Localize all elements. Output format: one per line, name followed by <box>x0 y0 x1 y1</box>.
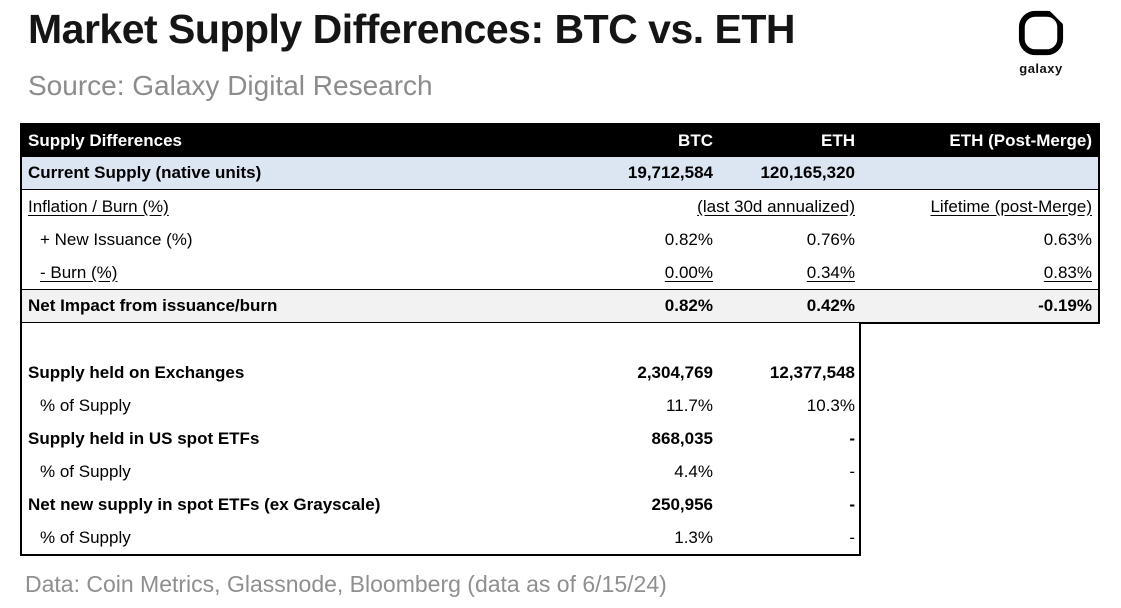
galaxy-logo-icon <box>1018 8 1066 56</box>
row-exchanges-pct-supply: % of Supply 11.7% 10.3% <box>22 389 859 422</box>
btc-value: 2,304,769 <box>637 362 713 382</box>
row-label: Net Impact from issuance/burn <box>28 296 278 315</box>
btc-value: 11.7% <box>666 395 713 415</box>
galaxy-logo: galaxy <box>1009 8 1073 76</box>
btc-value: 0.00% <box>492 263 717 283</box>
row-net-new-supply-etfs: Net new supply in spot ETFs (ex Grayscal… <box>22 488 859 521</box>
row-net-impact: Net Impact from issuance/burn 0.82% 0.42… <box>22 289 1098 322</box>
btc-value: 0.82% <box>664 296 713 315</box>
source-subtitle: Source: Galaxy Digital Research <box>28 70 433 101</box>
eth-value: - <box>849 428 855 448</box>
lifetime-note: Lifetime (post-Merge) <box>859 197 1098 217</box>
eth-value: 0.76% <box>806 229 855 249</box>
supply-table-upper: Supply Differences BTC ETH ETH (Post-Mer… <box>20 123 1100 324</box>
column-header-supply-differences: Supply Differences <box>28 131 182 150</box>
table-header-row: Supply Differences BTC ETH ETH (Post-Mer… <box>22 125 1098 157</box>
eth-value-text: 0.34% <box>806 262 855 282</box>
row-etf-pct-supply: % of Supply 4.4% - <box>22 455 859 488</box>
supply-table-lower: Supply held on Exchanges 2,304,769 12,37… <box>20 323 861 556</box>
post-merge-value: 0.63% <box>1043 229 1092 249</box>
column-header-btc: BTC <box>678 131 713 150</box>
annualized-note-text: (last 30d annualized) <box>697 196 855 216</box>
row-label: + New Issuance (%) <box>40 229 193 249</box>
btc-value: 4.4% <box>674 461 713 481</box>
row-inflation-burn: Inflation / Burn (%) (last 30d annualize… <box>22 190 1098 223</box>
data-source-note: Data: Coin Metrics, Glassnode, Bloomberg… <box>25 571 667 597</box>
btc-value: 250,956 <box>651 494 713 514</box>
column-header-eth-post-merge: ETH (Post-Merge) <box>949 131 1092 150</box>
row-label: % of Supply <box>40 395 131 415</box>
row-current-supply: Current Supply (native units) 19,712,584… <box>22 157 1098 190</box>
eth-value: - <box>849 461 855 481</box>
row-label: Supply held on Exchanges <box>28 362 245 382</box>
row-label-text: - Burn (%) <box>40 262 118 282</box>
row-label: % of Supply <box>40 527 131 547</box>
eth-value: - <box>849 527 855 547</box>
btc-value: 868,035 <box>651 428 713 448</box>
post-merge-value-text: 0.83% <box>1043 262 1092 282</box>
post-merge-value: 0.83% <box>859 263 1098 283</box>
btc-value: 0.82% <box>664 229 713 249</box>
row-label: - Burn (%) <box>22 263 492 283</box>
row-net-new-etf-pct-supply: % of Supply 1.3% - <box>22 521 859 554</box>
eth-value: 12,377,548 <box>769 362 855 382</box>
row-label: Inflation / Burn (%) <box>22 197 492 217</box>
eth-value: - <box>849 494 855 514</box>
eth-value: 0.34% <box>717 263 859 283</box>
row-label-text: Inflation / Burn (%) <box>28 196 169 216</box>
lifetime-note-text: Lifetime (post-Merge) <box>930 196 1092 216</box>
eth-value: 10.3% <box>806 395 855 415</box>
btc-value: 19,712,584 <box>627 163 713 182</box>
row-label: Current Supply (native units) <box>28 163 262 182</box>
annualized-note: (last 30d annualized) <box>492 197 859 217</box>
row-label: Net new supply in spot ETFs (ex Grayscal… <box>28 494 381 514</box>
post-merge-value: -0.19% <box>1038 296 1092 315</box>
row-label: Supply held in US spot ETFs <box>28 428 260 448</box>
row-label: % of Supply <box>40 461 131 481</box>
page-title: Market Supply Differences: BTC vs. ETH <box>28 6 796 52</box>
row-supply-us-spot-etfs: Supply held in US spot ETFs 868,035 - <box>22 422 859 455</box>
galaxy-logo-text: galaxy <box>1019 61 1063 76</box>
row-supply-exchanges: Supply held on Exchanges 2,304,769 12,37… <box>22 356 859 389</box>
row-burn: - Burn (%) 0.00% 0.34% 0.83% <box>22 256 1098 289</box>
btc-value-text: 0.00% <box>664 262 713 282</box>
spacer-row <box>22 323 859 356</box>
btc-value: 1.3% <box>674 527 713 547</box>
eth-value: 0.42% <box>806 296 855 315</box>
eth-value: 120,165,320 <box>760 163 855 182</box>
row-new-issuance: + New Issuance (%) 0.82% 0.76% 0.63% <box>22 223 1098 256</box>
column-header-eth: ETH <box>821 131 855 150</box>
